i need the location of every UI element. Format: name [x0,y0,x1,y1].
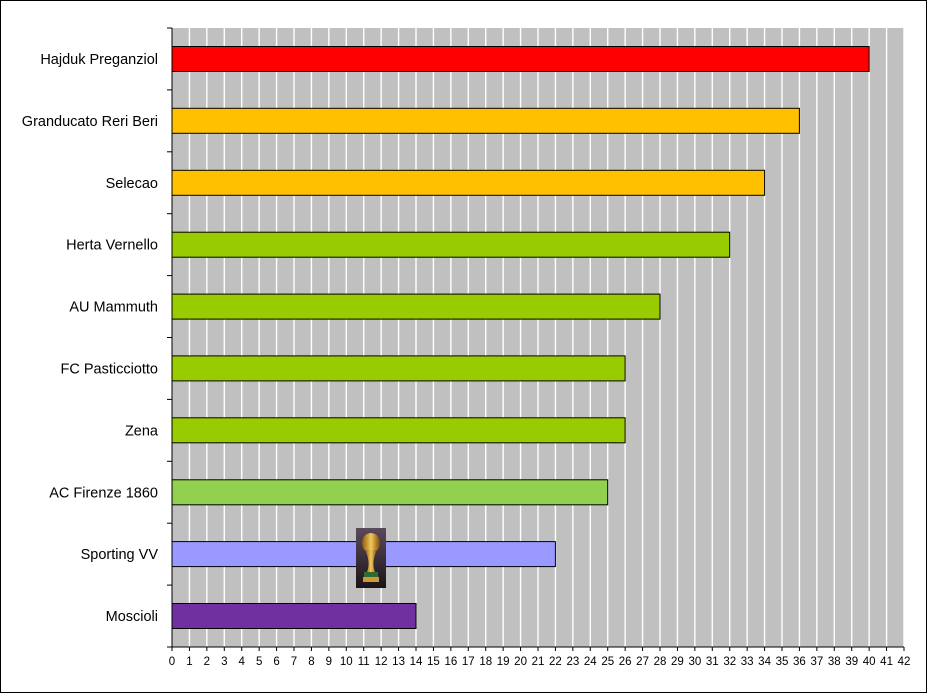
x-tick-label: 30 [688,656,701,668]
x-tick-label: 28 [654,656,667,668]
x-tick-label: 34 [758,656,771,668]
trophy-base-band [364,572,378,577]
x-tick-label: 25 [601,656,614,668]
trophy-body [365,550,377,572]
x-tick-label: 3 [221,656,227,668]
x-tick-label: 6 [273,656,279,668]
x-tick-label: 20 [514,656,527,668]
bar [171,231,731,258]
x-tick-label: 19 [497,656,510,668]
trophy-globe [362,533,380,553]
category-label: FC Pasticciotto [61,361,159,377]
x-tick-label: 1 [186,656,192,668]
x-tick-label: 22 [549,656,562,668]
x-tick-label: 15 [427,656,440,668]
bar [171,46,870,72]
x-tick-label: 23 [566,656,579,668]
x-tick-label: 4 [239,656,246,668]
category-label: Hajduk Preganziol [40,52,158,68]
bar [171,293,661,320]
x-axis-tick-labels: 0 1 2 3 4 5 6 7 8 9 10 11 12 13 14 15 16 17 18 19 20 21 22 23 24… [169,656,911,668]
category-label: AU Mammuth [69,300,158,316]
x-tick-label: 39 [845,656,858,668]
bar [171,479,609,506]
x-tick-label: 38 [828,656,841,668]
x-tick-label: 16 [444,656,457,668]
x-tick-label: 21 [532,656,545,668]
x-tick-label: 8 [308,656,314,668]
bar [171,355,626,382]
bar [171,603,417,629]
x-tick-label: 35 [776,656,789,668]
x-tick-label: 10 [340,656,353,668]
x-tick-label: 36 [793,656,806,668]
x-tick-label: 2 [204,656,210,668]
x-tick-label: 18 [479,656,492,668]
x-tick-label: 9 [326,656,332,668]
x-tick-label: 26 [619,656,632,668]
x-tick-label: 32 [723,656,736,668]
x-tick-label: 14 [410,656,423,668]
x-tick-label: 13 [392,656,405,668]
x-tick-label: 42 [898,656,911,668]
x-tick-label: 24 [584,656,597,668]
x-tick-label: 31 [706,656,719,668]
x-tick-label: 0 [169,656,175,668]
category-label: Herta Vernello [66,238,158,254]
bars [171,46,870,629]
bar [171,417,626,444]
world-cup-trophy-icon [356,528,386,588]
x-tick-label: 7 [291,656,297,668]
x-tick-label: 17 [462,656,475,668]
x-tick-label: 40 [863,656,876,668]
category-label: AC Firenze 1860 [49,485,158,501]
x-tick-label: 29 [671,656,684,668]
category-label: Sporting VV [81,547,159,563]
category-label: Selecao [106,176,158,192]
x-tick-label: 41 [880,656,893,668]
category-label: Moscioli [106,609,158,625]
x-tick-label: 33 [741,656,754,668]
axes [167,27,905,651]
bar [171,169,766,196]
x-tick-label: 37 [810,656,823,668]
x-tick-label: 12 [375,656,388,668]
x-tick-label: 11 [358,656,370,668]
x-tick-label: 27 [636,656,649,668]
category-label: Zena [125,423,159,439]
y-axis-labels: Hajduk Preganziol Granducato Reri Beri Sel… [22,52,159,625]
trophy-base [363,577,379,582]
category-label: Granducato Reri Beri [22,114,158,130]
x-tick-label: 5 [256,656,262,668]
bar [171,107,800,134]
